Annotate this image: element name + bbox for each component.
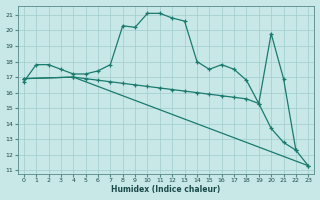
X-axis label: Humidex (Indice chaleur): Humidex (Indice chaleur)	[111, 185, 221, 194]
